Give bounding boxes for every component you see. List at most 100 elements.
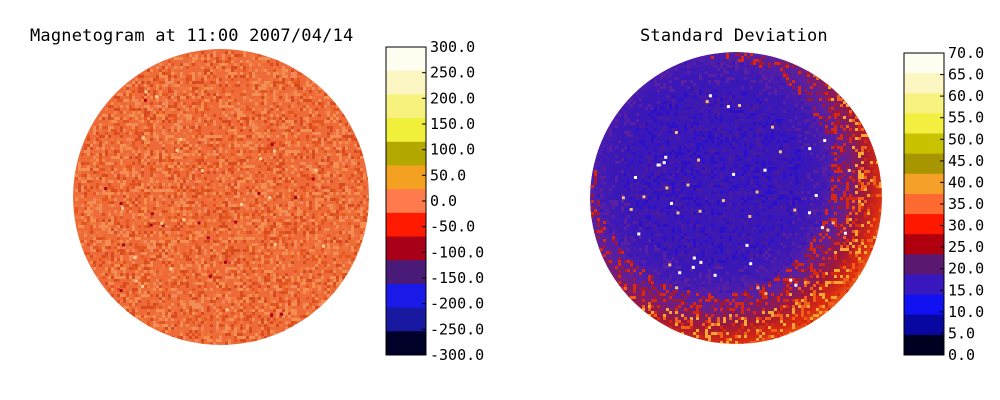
disk-pixel — [96, 171, 99, 174]
disk-pixel — [705, 68, 708, 71]
disk-pixel — [279, 318, 282, 321]
disk-pixel — [342, 132, 345, 135]
disk-pixel — [333, 207, 336, 210]
disk-pixel — [807, 92, 810, 95]
disk-pixel — [186, 204, 189, 207]
disk-pixel — [300, 213, 303, 216]
disk-pixel — [687, 104, 690, 107]
disk-pixel — [276, 204, 279, 207]
disk-pixel — [237, 324, 240, 327]
disk-pixel — [240, 168, 243, 171]
disk-pixel — [267, 96, 270, 99]
disk-pixel — [231, 78, 234, 81]
disk-pixel — [153, 324, 156, 327]
disk-pixel — [276, 309, 279, 312]
disk-pixel — [240, 138, 243, 141]
disk-pixel — [180, 222, 183, 225]
disk-pixel — [318, 186, 321, 189]
disk-pixel — [210, 180, 213, 183]
disk-pixel — [318, 285, 321, 288]
disk-pixel — [174, 312, 177, 315]
disk-pixel — [327, 285, 330, 288]
disk-pixel — [75, 189, 78, 192]
disk-pixel — [78, 195, 81, 198]
disk-pixel — [264, 261, 267, 264]
disk-pixel — [360, 168, 363, 171]
disk-pixel — [354, 219, 357, 222]
disk-pixel — [282, 150, 285, 153]
disk-pixel — [267, 318, 270, 321]
disk-pixel — [252, 198, 255, 201]
disk-pixel — [168, 243, 171, 246]
disk-pixel — [291, 303, 294, 306]
disk-pixel — [264, 204, 267, 207]
disk-pixel — [642, 101, 645, 104]
disk-pixel — [318, 273, 321, 276]
disk-pixel — [786, 77, 789, 80]
disk-pixel — [270, 294, 273, 297]
disk-pixel — [228, 147, 231, 150]
disk-pixel — [243, 306, 246, 309]
disk-pixel — [192, 240, 195, 243]
disk-pixel — [111, 156, 114, 159]
disk-pixel — [198, 129, 201, 132]
colorbar-segment — [386, 307, 426, 332]
disk-pixel — [141, 210, 144, 213]
disk-pixel — [300, 171, 303, 174]
disk-pixel — [246, 192, 249, 195]
disk-pixel — [141, 105, 144, 108]
disk-pixel — [222, 216, 225, 219]
disk-pixel — [726, 65, 729, 68]
disk-pixel — [318, 234, 321, 237]
disk-pixel — [147, 222, 150, 225]
disk-pixel — [270, 228, 273, 231]
disk-pixel — [279, 315, 282, 318]
disk-pixel — [243, 204, 246, 207]
disk-pixel — [144, 126, 147, 129]
disk-pixel — [705, 104, 708, 107]
disk-pixel — [291, 234, 294, 237]
disk-pixel — [816, 128, 819, 131]
disk-pixel — [273, 84, 276, 87]
disk-pixel — [198, 294, 201, 297]
disk-pixel — [144, 105, 147, 108]
disk-pixel — [642, 98, 645, 101]
disk-pixel — [789, 110, 792, 113]
disk-pixel — [354, 192, 357, 195]
disk-pixel — [708, 74, 711, 77]
disk-pixel — [336, 279, 339, 282]
disk-pixel — [249, 330, 252, 333]
disk-pixel — [237, 84, 240, 87]
disk-pixel — [192, 288, 195, 291]
disk-pixel — [222, 192, 225, 195]
disk-pixel — [144, 111, 147, 114]
disk-pixel — [270, 318, 273, 321]
disk-pixel — [180, 219, 183, 222]
disk-pixel — [144, 282, 147, 285]
disk-pixel — [123, 204, 126, 207]
disk-pixel — [756, 83, 759, 86]
disk-pixel — [660, 122, 663, 125]
disk-pixel — [249, 204, 252, 207]
disk-pixel — [183, 276, 186, 279]
disk-pixel — [159, 249, 162, 252]
disk-pixel — [186, 210, 189, 213]
disk-pixel — [759, 134, 762, 137]
disk-pixel — [123, 93, 126, 96]
disk-speckle — [150, 212, 154, 216]
disk-pixel — [279, 243, 282, 246]
disk-pixel — [261, 159, 264, 162]
disk-pixel — [123, 120, 126, 123]
disk-pixel — [360, 174, 363, 177]
disk-pixel — [207, 315, 210, 318]
disk-pixel — [81, 180, 84, 183]
disk-pixel — [243, 213, 246, 216]
disk-pixel — [111, 168, 114, 171]
disk-pixel — [150, 78, 153, 81]
disk-pixel — [234, 132, 237, 135]
disk-pixel — [93, 162, 96, 165]
disk-pixel — [306, 129, 309, 132]
disk-pixel — [303, 147, 306, 150]
disk-pixel — [87, 183, 90, 186]
disk-pixel — [243, 162, 246, 165]
